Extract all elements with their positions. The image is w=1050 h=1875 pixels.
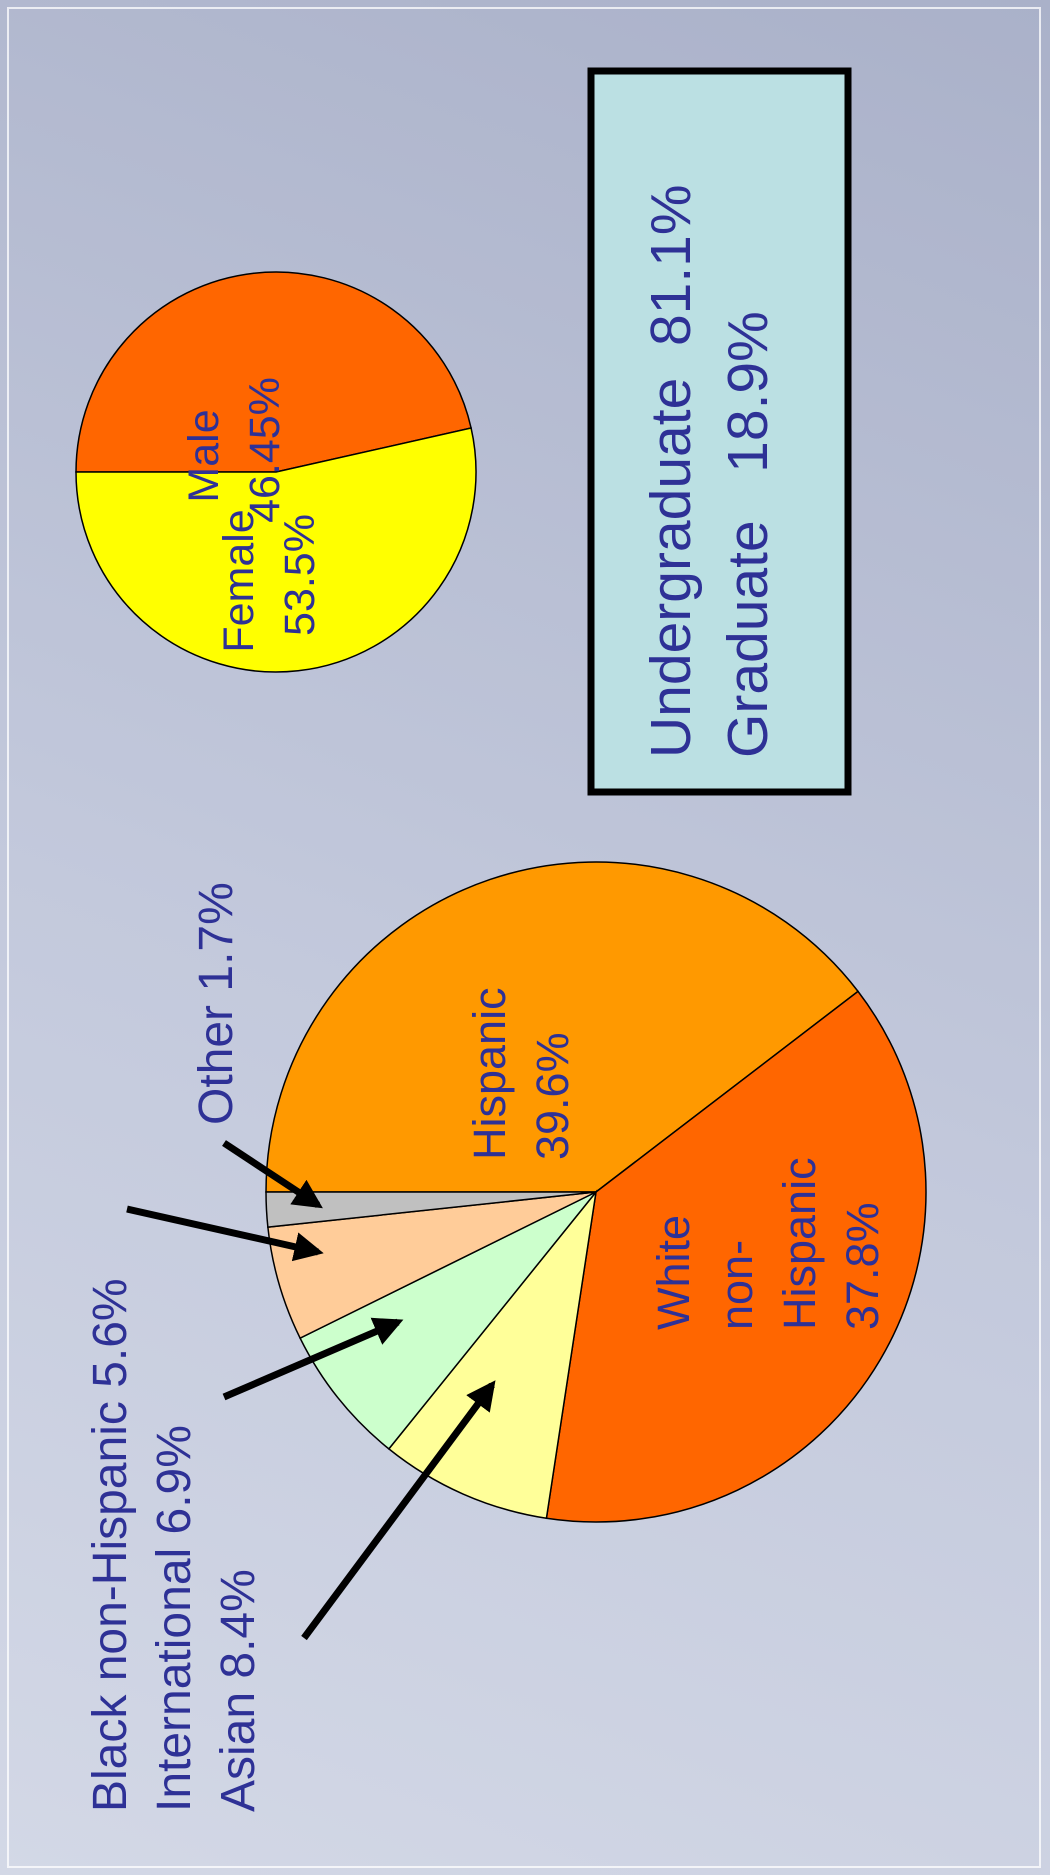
label-asian: Asian 8.4% xyxy=(212,1569,265,1812)
label-white-line2: non- xyxy=(711,1240,762,1330)
arrow-asian xyxy=(301,1380,496,1641)
label-international: International 6.9% xyxy=(148,1425,201,1812)
label-hispanic-name: Hispanic xyxy=(464,987,515,1160)
enrollment-graduate: Graduate 18.9% xyxy=(716,311,780,758)
arrow-black xyxy=(126,1205,324,1262)
ethnicity-slice-other xyxy=(265,1191,597,1229)
svg-text:Undergraduate 81.1% G: Undergraduate 81.1% Graduate 18.9% xyxy=(639,169,780,758)
label-female-name: Female xyxy=(215,509,263,652)
ethnicity-slice-white-non-hispanic xyxy=(545,990,927,1523)
label-white-line3: Hispanic xyxy=(774,1157,825,1330)
ethnicity-slice-asian xyxy=(387,1189,598,1520)
enrollment-undergraduate: Undergraduate 81.1% xyxy=(639,184,703,758)
ethnicity-pie xyxy=(265,861,927,1523)
arrow-international xyxy=(222,1317,404,1401)
label-hispanic-value: 39.6% xyxy=(527,1032,578,1160)
gender-slice-male xyxy=(75,271,473,473)
svg-text:Male 46.45%: Male 46.45% xyxy=(180,377,289,523)
label-female-value: 53.5% xyxy=(276,514,324,636)
svg-text:White non- His: White non- Hispanic 37.8% xyxy=(648,1145,888,1330)
arrow-other xyxy=(222,1140,323,1209)
label-male-name: Male xyxy=(180,409,228,502)
label-male-value: 46.45% xyxy=(241,377,289,523)
label-other: Other 1.7% xyxy=(190,882,243,1125)
gender-slice-female xyxy=(75,427,477,673)
gender-pie xyxy=(75,271,477,673)
label-white-value: 37.8% xyxy=(837,1202,888,1330)
slide-frame xyxy=(7,7,1041,1868)
ethnicity-slice-hispanic xyxy=(265,861,860,1193)
svg-text:Female 53.5%: Female 53.5% xyxy=(215,497,324,652)
svg-text:Black non-Hispanic 5.6%: Black non-Hispanic 5.6% International 6.… xyxy=(84,1265,265,1812)
enrollment-box xyxy=(587,67,852,796)
ethnicity-slice-international xyxy=(299,1191,597,1450)
label-black: Black non-Hispanic 5.6% xyxy=(84,1278,137,1812)
svg-text:Hispanic 39.6%: Hispanic 39.6% xyxy=(464,975,578,1160)
label-white-line1: White xyxy=(648,1215,699,1330)
